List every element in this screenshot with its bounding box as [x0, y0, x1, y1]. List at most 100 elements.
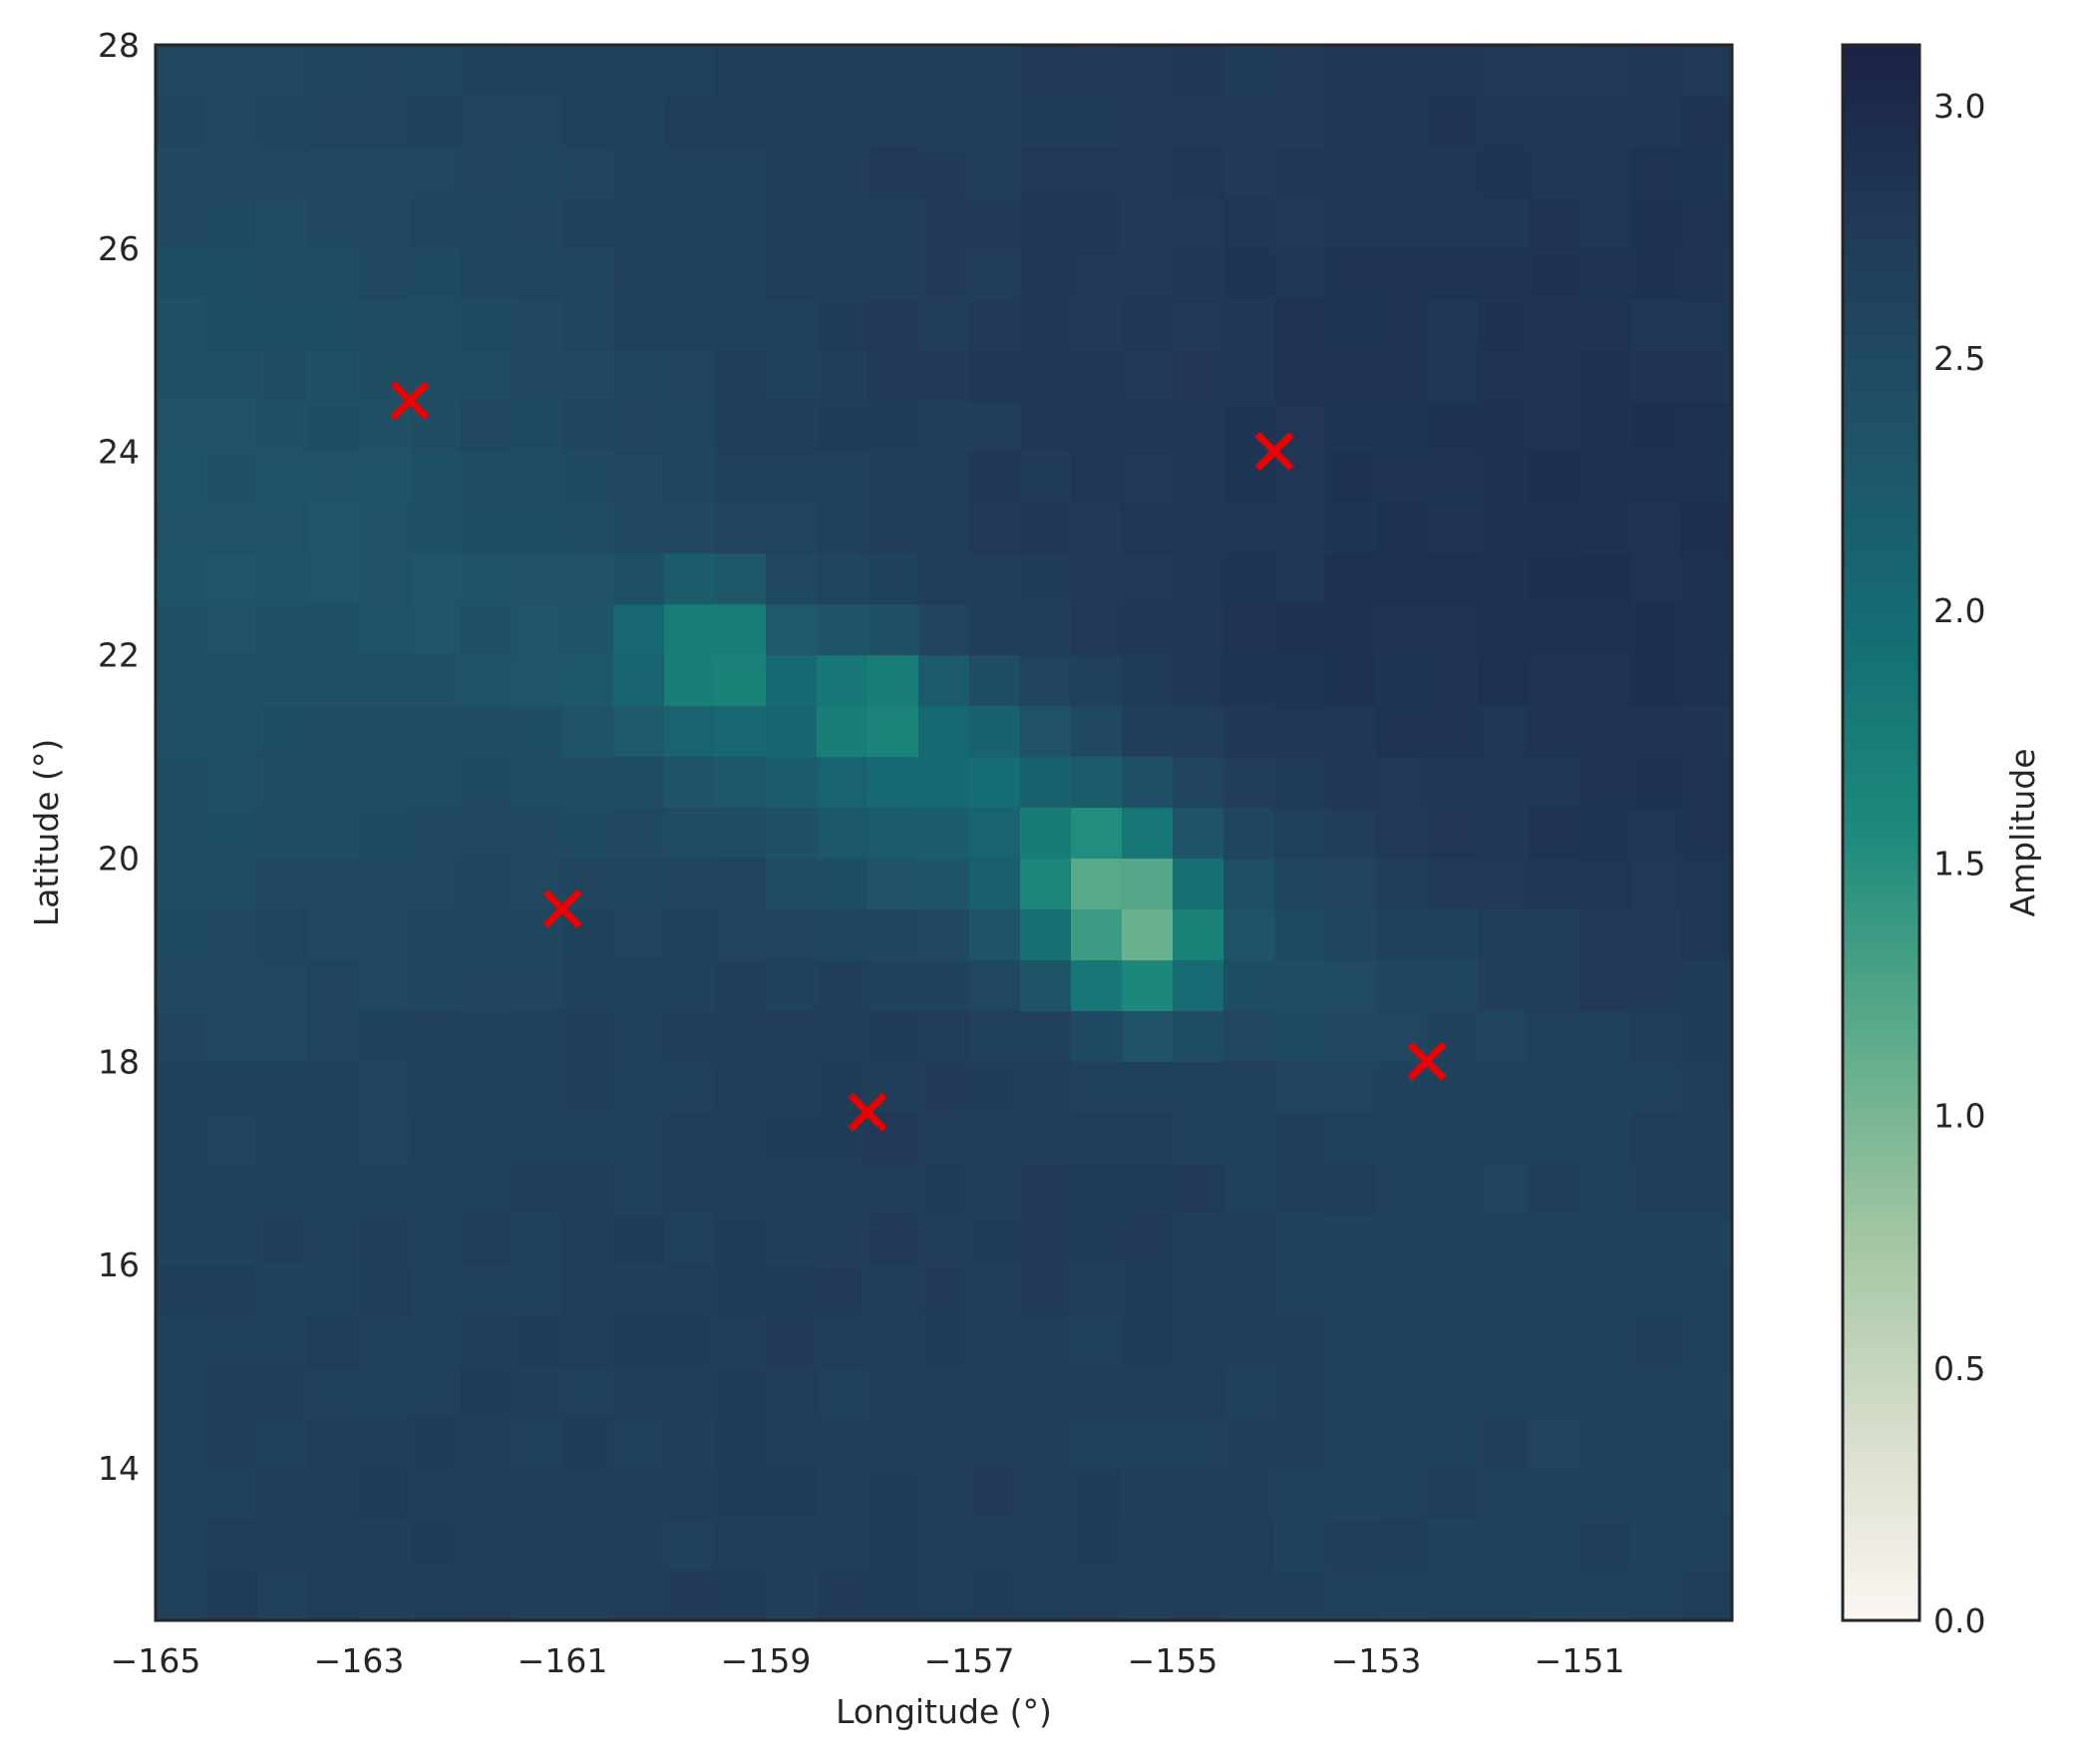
heatmap-cell: [715, 1214, 767, 1265]
heatmap-cell: [410, 298, 462, 351]
heatmap-cell: [918, 1010, 970, 1062]
heatmap-cell: [257, 858, 309, 910]
heatmap-cell: [868, 1570, 919, 1621]
heatmap-cell: [512, 705, 563, 758]
heatmap-cell: [1173, 1214, 1224, 1265]
heatmap-cell: [1071, 1264, 1123, 1316]
heatmap-cell: [461, 807, 513, 860]
heatmap-cell: [1325, 196, 1377, 249]
heatmap-cell: [410, 908, 462, 961]
heatmap-cell: [1579, 400, 1631, 453]
colorbar: [1841, 43, 1921, 1622]
heatmap-cell: [1630, 1264, 1682, 1316]
heatmap-cell: [308, 858, 360, 910]
heatmap-cell: [257, 146, 309, 198]
heatmap-cell: [1071, 451, 1123, 504]
heatmap-cell: [817, 959, 869, 1011]
x-tick-label: −161: [518, 1641, 608, 1680]
heatmap-cell: [1529, 45, 1580, 97]
heatmap-cell: [969, 196, 1021, 249]
heatmap-cell: [817, 654, 869, 707]
heatmap-cell: [918, 1061, 970, 1113]
heatmap-cell: [1020, 654, 1072, 707]
heatmap-cell: [969, 298, 1021, 351]
heatmap-cell: [715, 654, 767, 707]
heatmap-cell: [1325, 1570, 1377, 1621]
heatmap-cell: [664, 807, 716, 860]
heatmap-cell: [1071, 1010, 1123, 1062]
heatmap-cell: [1020, 1366, 1072, 1418]
heatmap-cell: [1681, 807, 1733, 860]
heatmap-cell: [1122, 247, 1174, 300]
heatmap-cell: [1223, 1163, 1275, 1215]
heatmap-cell: [664, 400, 716, 453]
heatmap-cell: [918, 858, 970, 910]
heatmap-cell: [1325, 756, 1377, 809]
heatmap-cell: [308, 502, 360, 554]
heatmap-cell: [1020, 603, 1072, 656]
heatmap-cell: [817, 756, 869, 809]
heatmap-cell: [1478, 196, 1530, 249]
heatmap-cell: [1122, 1163, 1174, 1215]
heatmap-cell: [1020, 959, 1072, 1011]
heatmap-cell: [715, 400, 767, 453]
heatmap-cell: [1427, 1519, 1479, 1571]
heatmap-cell: [257, 95, 309, 148]
heatmap-cell: [562, 1163, 614, 1215]
heatmap-cell: [1681, 1417, 1733, 1469]
colorbar-tick-label: 1.0: [1933, 1097, 1985, 1136]
heatmap-cell: [1630, 756, 1682, 809]
heatmap-cell: [1681, 196, 1733, 249]
heatmap-cell: [1579, 552, 1631, 605]
heatmap-cell: [868, 451, 919, 504]
heatmap-cell: [613, 1112, 665, 1164]
heatmap-cell: [257, 451, 309, 504]
heatmap-cell: [1630, 247, 1682, 300]
heatmap-cell: [562, 705, 614, 758]
heatmap-cell: [715, 146, 767, 198]
heatmap-cell: [1173, 1570, 1224, 1621]
heatmap-cell: [1071, 502, 1123, 554]
heatmap-cell: [1325, 1468, 1377, 1520]
heatmap-cell: [918, 552, 970, 605]
heatmap-cell: [1071, 1214, 1123, 1265]
heatmap-cell: [868, 807, 919, 860]
heatmap-cell: [613, 1163, 665, 1215]
heatmap-cell: [868, 1417, 919, 1469]
heatmap-cell: [1274, 196, 1326, 249]
heatmap-cell: [410, 1010, 462, 1062]
heatmap-cell: [512, 1519, 563, 1571]
heatmap-cell: [664, 349, 716, 402]
heatmap-cell: [1630, 400, 1682, 453]
heatmap-cell: [715, 858, 767, 910]
heatmap-cell: [868, 196, 919, 249]
heatmap-cell: [512, 95, 563, 148]
heatmap-cell: [766, 349, 818, 402]
heatmap-cell: [664, 1163, 716, 1215]
heatmap-cell: [766, 858, 818, 910]
heatmap-cell: [1376, 858, 1428, 910]
heatmap-cell: [664, 705, 716, 758]
heatmap-cell: [1478, 146, 1530, 198]
heatmap-cell: [1376, 705, 1428, 758]
heatmap-cell: [359, 705, 411, 758]
heatmap-cell: [1173, 858, 1224, 910]
heatmap-cell: [461, 1315, 513, 1367]
heatmap-cell: [359, 959, 411, 1011]
heatmap-cell: [1681, 400, 1733, 453]
heatmap-cell: [1020, 1570, 1072, 1621]
heatmap-cell: [918, 908, 970, 961]
heatmap-cell: [766, 1315, 818, 1367]
heatmap-cell: [410, 146, 462, 198]
heatmap-cell: [1579, 1468, 1631, 1520]
heatmap-cell: [562, 298, 614, 351]
heatmap-cell: [461, 247, 513, 300]
heatmap-cell: [461, 959, 513, 1011]
heatmap-cell: [512, 959, 563, 1011]
colorbar-tick-label: 2.5: [1933, 339, 1985, 378]
heatmap-cell: [1529, 654, 1580, 707]
heatmap-cell: [918, 1315, 970, 1367]
heatmap-cell: [1223, 298, 1275, 351]
heatmap-cell: [1427, 400, 1479, 453]
heatmap-cell: [1223, 654, 1275, 707]
